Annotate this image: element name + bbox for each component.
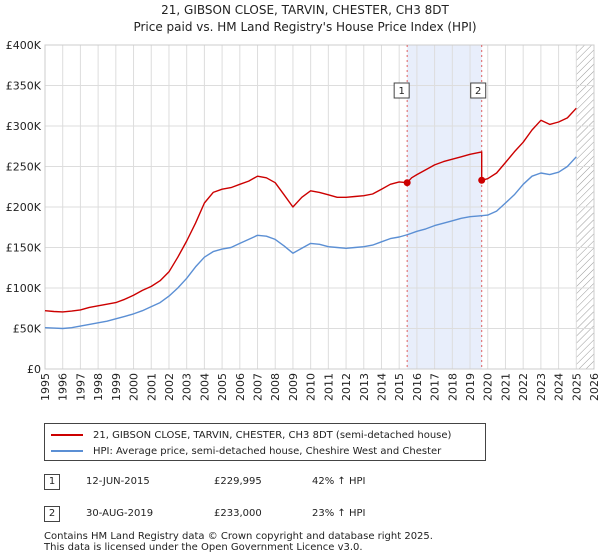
- y-tick-label: £400K: [6, 39, 42, 52]
- sale-price: £233,000: [214, 508, 262, 519]
- chart-subtitle: Price paid vs. HM Land Registry's House …: [133, 20, 476, 34]
- x-tick-label: 2007: [252, 373, 265, 401]
- y-tick-label: £350K: [6, 80, 42, 93]
- x-tick-label: 2010: [305, 373, 318, 401]
- x-tick-label: 2023: [535, 373, 548, 401]
- y-tick-label: £250K: [6, 161, 42, 174]
- sale-point: [403, 179, 411, 187]
- x-tick-label: 2012: [340, 373, 353, 401]
- y-tick-label: £0: [27, 363, 41, 376]
- x-tick-label: 2025: [570, 373, 583, 401]
- x-tick-label: 1995: [39, 373, 52, 401]
- y-tick-label: £200K: [6, 201, 42, 214]
- x-tick-label: 1996: [57, 373, 70, 401]
- sale-date: 30-AUG-2019: [86, 508, 154, 519]
- legend-swatch-hpi: [51, 450, 83, 452]
- x-tick-label: 2001: [145, 373, 158, 401]
- footer: Contains HM Land Registry data © Crown c…: [44, 531, 433, 553]
- sale-label-number: 1: [398, 86, 404, 97]
- sale-number-badge: 2: [44, 506, 60, 522]
- x-tick-label: 2016: [411, 373, 424, 401]
- x-tick-label: 2000: [128, 373, 141, 401]
- sale-hpi-change: 42% ↑ HPI: [312, 476, 366, 487]
- x-tick-label: 2015: [393, 373, 406, 401]
- x-tick-label: 1999: [110, 373, 123, 401]
- plot-frame: [44, 44, 595, 370]
- x-tick-label: 2019: [464, 373, 477, 401]
- x-tick-label: 2002: [163, 373, 176, 401]
- sale-price: £229,995: [214, 476, 262, 487]
- x-tick-label: 2022: [517, 373, 530, 401]
- legend-label-property: 21, GIBSON CLOSE, TARVIN, CHESTER, CH3 8…: [93, 429, 452, 441]
- sale-number-badge: 1: [44, 474, 60, 490]
- chart-title: 21, GIBSON CLOSE, TARVIN, CHESTER, CH3 8…: [161, 3, 449, 17]
- price-chart: 21, GIBSON CLOSE, TARVIN, CHESTER, CH3 8…: [6, 3, 600, 401]
- x-tick-label: 2006: [234, 373, 247, 401]
- sale-point: [478, 176, 486, 184]
- sale-label-box: [470, 82, 487, 99]
- sale-row: 1 12-JUN-2015 £229,995 42% ↑ HPI: [44, 474, 424, 494]
- y-tick-label: £50K: [13, 323, 42, 336]
- x-tick-label: 2013: [358, 373, 371, 401]
- x-tick-label: 2005: [216, 373, 229, 401]
- x-tick-label: 2024: [553, 373, 566, 401]
- series-line-hpi: [44, 156, 577, 330]
- x-tick-label: 2017: [429, 373, 442, 401]
- x-tick-label: 2018: [446, 373, 459, 401]
- y-tick-label: £100K: [6, 282, 42, 295]
- legend-swatch-property: [51, 434, 83, 436]
- x-tick-label: 2004: [198, 373, 211, 401]
- x-tick-label: 2014: [375, 373, 388, 401]
- sale-date: 12-JUN-2015: [86, 476, 150, 487]
- x-tick-label: 1997: [74, 373, 87, 401]
- legend: 21, GIBSON CLOSE, TARVIN, CHESTER, CH3 8…: [44, 423, 486, 461]
- x-tick-label: 2011: [322, 373, 335, 401]
- sale-label-number: 2: [475, 86, 481, 97]
- x-tick-label: 2021: [499, 373, 512, 401]
- x-tick-label: 2020: [482, 373, 495, 401]
- x-tick-label: 2009: [287, 373, 300, 401]
- legend-item-property: 21, GIBSON CLOSE, TARVIN, CHESTER, CH3 8…: [51, 427, 451, 443]
- sale-label-box: [393, 82, 410, 99]
- x-tick-label: 2026: [588, 373, 600, 401]
- x-tick-label: 2003: [181, 373, 194, 401]
- y-tick-label: £300K: [6, 120, 42, 133]
- sale-hpi-change: 23% ↑ HPI: [312, 508, 366, 519]
- series-line-property: [44, 107, 577, 313]
- sale-row: 2 30-AUG-2019 £233,000 23% ↑ HPI: [44, 506, 424, 526]
- x-tick-label: 2008: [269, 373, 282, 401]
- legend-label-hpi: HPI: Average price, semi-detached house,…: [93, 445, 442, 457]
- legend-item-hpi: HPI: Average price, semi-detached house,…: [51, 443, 441, 459]
- x-tick-label: 1998: [92, 373, 105, 401]
- y-tick-label: £150K: [6, 242, 42, 255]
- footer-copyright: Contains HM Land Registry data © Crown c…: [44, 531, 433, 542]
- footer-licence: This data is licensed under the Open Gov…: [44, 542, 363, 553]
